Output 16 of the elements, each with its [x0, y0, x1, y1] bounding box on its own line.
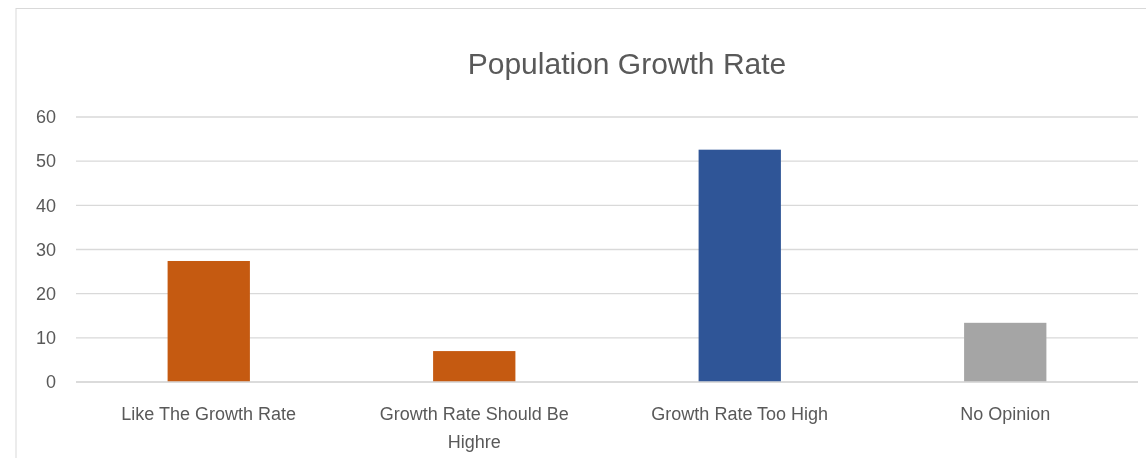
y-tick-label: 20 [35, 283, 56, 304]
y-tick-label: 0 [45, 372, 56, 393]
bar [167, 260, 250, 382]
chart-title: Population Growth Rate [467, 47, 787, 80]
y-tick-label: 30 [35, 239, 56, 260]
x-tick-label: No Opinion [960, 404, 1051, 424]
bar [698, 149, 781, 382]
x-tick-label: Growth Rate Should Be Highre [379, 404, 569, 452]
bar [433, 351, 516, 382]
x-tick-label: Like The Growth Rate [121, 404, 297, 424]
bar [964, 322, 1047, 382]
y-tick-label: 50 [35, 151, 56, 172]
y-tick-label: 40 [35, 195, 56, 216]
y-tick-label: 60 [35, 107, 56, 128]
y-tick-label: 10 [35, 328, 56, 349]
x-tick-label: Growth Rate Too High [651, 404, 829, 424]
